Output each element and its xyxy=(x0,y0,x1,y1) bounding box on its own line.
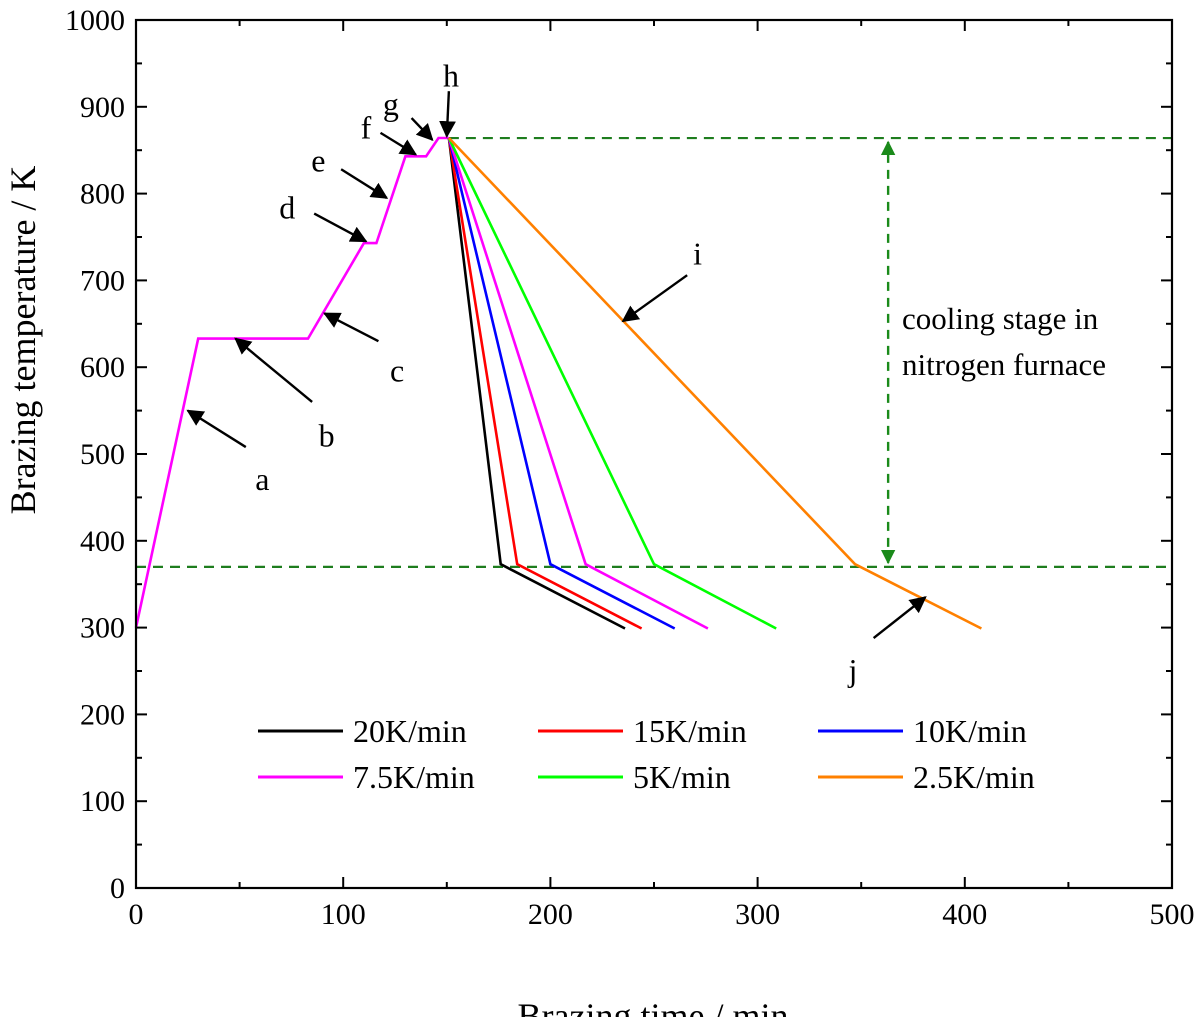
annotation-label-c: c xyxy=(390,353,404,389)
plot-border xyxy=(134,18,1174,890)
annotation-label-h: h xyxy=(443,57,459,93)
legend-label: 7.5K/min xyxy=(353,759,475,795)
temperature-curves xyxy=(134,136,982,630)
annotation-arrow-g xyxy=(410,117,434,141)
cooling-curve-2-5Kmin xyxy=(447,137,982,630)
annotation-arrow-h xyxy=(439,91,456,138)
x-tick-label: 100 xyxy=(321,898,366,931)
annotation-arrow-c xyxy=(323,312,379,343)
legend-label: 5K/min xyxy=(633,759,731,795)
y-tick-label: 0 xyxy=(110,872,125,905)
y-tick-label: 300 xyxy=(80,612,125,645)
annotation-label-a: a xyxy=(255,461,269,497)
y-tick-label: 900 xyxy=(80,91,125,124)
annotation-label-b: b xyxy=(319,418,335,454)
annotation-label-i: i xyxy=(693,235,702,271)
reference-lines xyxy=(136,136,1172,568)
axis-ticks: 0 100 200 300 400 500 0 100 200 300 400 500 600 700 80… xyxy=(65,4,1195,931)
annotation-label-f: f xyxy=(361,110,372,146)
legend-label: 2.5K/min xyxy=(913,759,1035,795)
cooling-stage-indicator: cooling stage in nitrogen furnace xyxy=(880,140,1106,565)
cooling-note-line-1: cooling stage in xyxy=(902,301,1099,336)
y-tick-label: 1000 xyxy=(65,4,125,37)
plot-frame xyxy=(134,18,1174,890)
legend-label: 15K/min xyxy=(633,713,747,749)
y-tick-label: 500 xyxy=(80,438,125,471)
cooling-note-line-2: nitrogen furnace xyxy=(902,347,1106,382)
y-tick-label: 400 xyxy=(80,525,125,558)
x-axis-label: Brazing time / min xyxy=(518,996,789,1017)
y-tick-label: 100 xyxy=(80,785,125,818)
x-tick-label: 400 xyxy=(942,898,987,931)
legend-label: 20K/min xyxy=(353,713,467,749)
legend-label: 10K/min xyxy=(913,713,1027,749)
cooling-curve-15Kmin xyxy=(447,137,643,630)
annotation-arrow-a xyxy=(186,409,247,449)
annotation-arrow-i xyxy=(621,274,688,323)
annotation-label-j: j xyxy=(847,652,857,688)
annotation-label-e: e xyxy=(311,142,325,178)
annotation-arrow-e xyxy=(340,168,389,199)
y-axis-label: Brazing temperature / K xyxy=(3,166,43,515)
cooling-curve-10Kmin xyxy=(447,137,676,630)
annotation-arrow-f xyxy=(379,131,418,156)
x-tick-label: 0 xyxy=(129,898,144,931)
legend: 20K/min 15K/min 10K/min 7.5K/min 5K/min 2.5K/… xyxy=(258,713,1035,795)
cooling-curve-7-5Kmin xyxy=(447,137,709,630)
annotation-arrow-d xyxy=(313,212,368,243)
x-tick-label: 500 xyxy=(1150,898,1195,931)
annotation-arrow-b xyxy=(234,337,313,403)
x-tick-label: 200 xyxy=(528,898,573,931)
x-tick-label: 300 xyxy=(735,898,780,931)
y-tick-label: 600 xyxy=(80,351,125,384)
cooling-curve-20Kmin xyxy=(447,137,626,630)
cooling-curve-5Kmin xyxy=(447,137,777,630)
y-tick-label: 800 xyxy=(80,178,125,211)
y-tick-label: 200 xyxy=(80,698,125,731)
annotation-label-d: d xyxy=(279,189,295,225)
annotation-label-g: g xyxy=(383,86,399,122)
y-tick-label: 700 xyxy=(80,264,125,297)
annotation-arrow-j xyxy=(872,596,927,639)
